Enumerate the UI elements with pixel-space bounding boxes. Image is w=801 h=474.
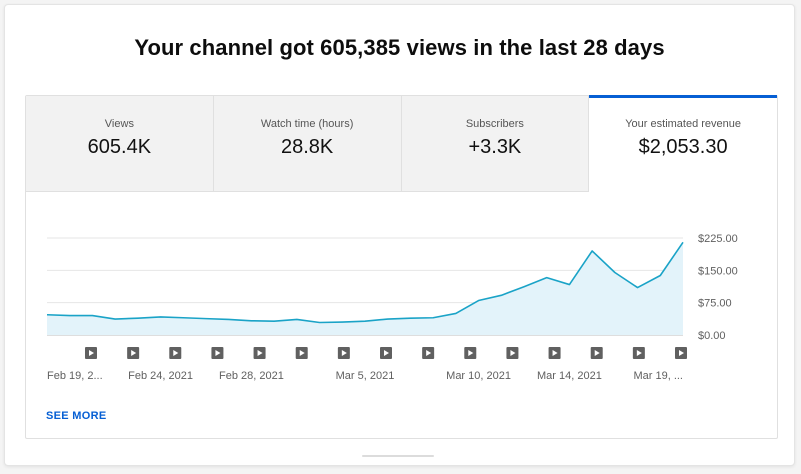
revenue-area <box>47 242 683 335</box>
tab-label: Watch time (hours) <box>260 118 354 130</box>
data-point <box>114 318 117 321</box>
play-icon[interactable] <box>85 347 97 359</box>
y-tick-label: $75.00 <box>698 298 732 310</box>
data-point <box>68 314 71 317</box>
play-icon[interactable] <box>590 347 603 359</box>
y-tick-label: $0.00 <box>698 330 726 342</box>
data-point <box>341 321 344 324</box>
play-icon[interactable] <box>127 347 140 359</box>
data-point <box>523 285 526 288</box>
x-tick-label: Mar 19, ... <box>633 370 683 382</box>
tab-value: +3.3K <box>468 136 522 158</box>
tab-value: 605.4K <box>87 136 152 158</box>
data-point <box>318 321 321 324</box>
tab-value: 28.8K <box>280 136 334 158</box>
data-point <box>364 320 367 323</box>
data-point <box>545 276 548 279</box>
data-point <box>295 318 298 321</box>
data-point <box>432 316 435 319</box>
data-point <box>454 312 457 315</box>
tab-subscribers[interactable]: Subscribers +3.3K <box>401 96 590 192</box>
x-tick-label: Mar 5, 2021 <box>336 370 395 382</box>
resize-handle[interactable] <box>362 455 434 457</box>
y-tick-label: $225.00 <box>698 233 738 245</box>
data-point <box>500 294 503 297</box>
data-point <box>250 319 253 322</box>
x-tick-label: Mar 14, 2021 <box>537 370 602 382</box>
data-point <box>409 317 412 320</box>
play-icon[interactable] <box>169 347 182 359</box>
play-icon[interactable] <box>675 347 687 359</box>
play-icon[interactable] <box>253 347 266 359</box>
tab-value: $2,053.30 <box>638 136 728 158</box>
data-point <box>659 274 662 277</box>
play-icon[interactable] <box>337 347 350 359</box>
play-icon[interactable] <box>632 347 645 359</box>
data-point <box>91 314 94 317</box>
data-point <box>568 283 571 286</box>
metric-tabs: Views 605.4K Watch time (hours) 28.8K Su… <box>26 95 777 192</box>
x-tick-label: Feb 24, 2021 <box>128 370 193 382</box>
revenue-chart: $225.00 $150.00 $75.00 $0.00 Feb 19, 2... Feb… <box>46 233 738 382</box>
data-point <box>613 271 616 274</box>
page-title: Your channel got 605,385 views in the la… <box>134 35 665 60</box>
data-point <box>182 316 185 319</box>
data-point <box>636 286 639 289</box>
tab-estimated-revenue[interactable]: Your estimated revenue $2,053.30 <box>589 95 777 192</box>
data-point <box>205 317 208 320</box>
y-tick-label: $150.00 <box>698 265 738 277</box>
data-point <box>386 318 389 321</box>
data-point <box>159 315 162 318</box>
data-point <box>273 320 276 323</box>
x-tick-label: Mar 10, 2021 <box>446 370 511 382</box>
tab-label: Subscribers <box>465 118 524 130</box>
see-more-link[interactable]: SEE MORE <box>46 410 107 422</box>
play-icon[interactable] <box>464 347 477 359</box>
x-tick-label: Feb 19, 2... <box>47 370 103 382</box>
data-point <box>136 317 139 320</box>
metrics-card: Views 605.4K Watch time (hours) 28.8K Su… <box>25 95 778 439</box>
x-tick-label: Feb 28, 2021 <box>219 370 284 382</box>
revenue-line <box>46 241 684 324</box>
analytics-overview-panel: Your channel got 605,385 views in the la… <box>4 4 795 466</box>
play-icon[interactable] <box>548 347 561 359</box>
data-point <box>682 241 685 244</box>
tab-label: Your estimated revenue <box>625 118 742 130</box>
data-point <box>477 299 480 302</box>
tab-views[interactable]: Views 605.4K <box>26 96 214 192</box>
data-point <box>591 249 594 252</box>
play-icon[interactable] <box>380 347 392 359</box>
play-icon[interactable] <box>506 347 519 359</box>
data-point <box>227 318 230 321</box>
data-point <box>46 313 49 316</box>
tab-label: Views <box>104 118 134 130</box>
play-icon[interactable] <box>211 347 224 359</box>
tab-watch-time[interactable]: Watch time (hours) 28.8K <box>213 96 402 192</box>
play-icon[interactable] <box>422 347 435 359</box>
play-icon[interactable] <box>295 347 308 359</box>
